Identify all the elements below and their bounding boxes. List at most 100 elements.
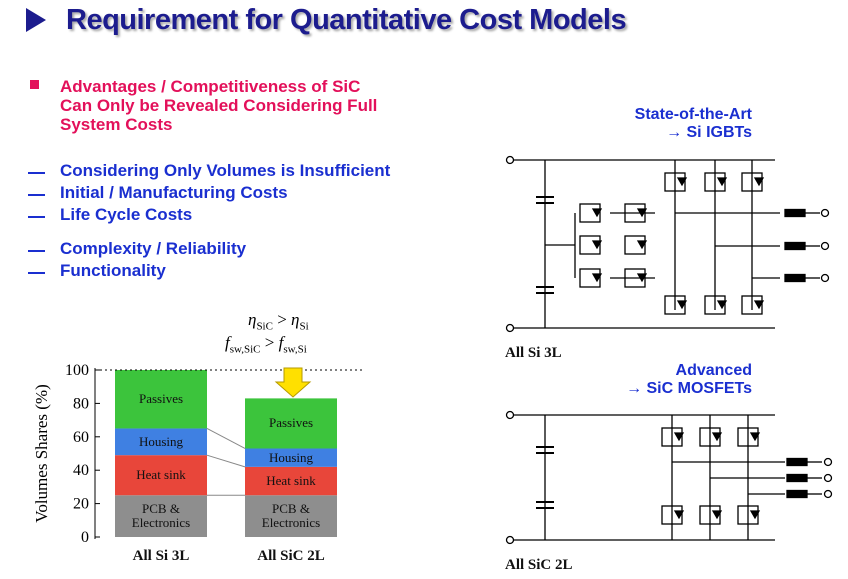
- sym: f: [225, 333, 230, 352]
- segment-label: PCB & Electronics: [131, 501, 191, 531]
- sub: sw,Si: [283, 343, 307, 356]
- item: Complexity / Reliability: [60, 239, 247, 258]
- diode: [591, 273, 603, 283]
- switch: [661, 505, 683, 525]
- terminal: [823, 457, 833, 467]
- switch: [579, 268, 601, 288]
- circuit-label: All Si 3L: [505, 345, 562, 361]
- terminal: [823, 473, 833, 483]
- y-tick-label: 0: [81, 529, 89, 546]
- sym: f: [278, 333, 284, 352]
- item: Considering Only Volumes is Insufficient: [60, 161, 391, 180]
- segment-label: PCB & Electronics: [261, 501, 321, 531]
- item: Functionality: [60, 261, 166, 280]
- diode: [753, 300, 765, 310]
- switch: [741, 172, 763, 192]
- terminal: [820, 241, 830, 251]
- line: System Costs: [60, 115, 173, 134]
- switch: [661, 427, 683, 447]
- x-tick-label: All SiC 2L: [257, 548, 325, 564]
- inductor: [786, 473, 808, 483]
- diode: [711, 432, 723, 442]
- item: Initial / Manufacturing Costs: [60, 183, 288, 202]
- diode: [673, 510, 685, 520]
- dash: [28, 194, 45, 196]
- bar-segment: [115, 428, 207, 456]
- inductor: [786, 457, 808, 467]
- formula: fsw,SiC > fsw,Si: [225, 333, 307, 355]
- terminal: [505, 535, 515, 545]
- switch: [699, 427, 721, 447]
- segment-label: Heat sink: [136, 467, 186, 483]
- inductor: [784, 273, 806, 283]
- diode: [749, 510, 761, 520]
- diode: [591, 208, 603, 218]
- title: Requirement for Quantitative Cost Models: [66, 4, 627, 36]
- diode: [711, 510, 723, 520]
- op: >: [264, 333, 275, 352]
- terminal: [820, 273, 830, 283]
- line: → SiC MOSFETs: [626, 380, 752, 397]
- connector: [206, 454, 246, 468]
- y-tick-label: 40: [73, 462, 89, 479]
- segment-label: Passives: [138, 391, 184, 407]
- switch: [664, 295, 686, 315]
- main-bullet: Advantages / Competitiveness of SiC Can …: [60, 77, 377, 134]
- circuit-heading: State-of-the-Art → Si IGBTs: [635, 106, 752, 142]
- terminal: [823, 489, 833, 499]
- switch: [741, 295, 763, 315]
- diode: [753, 177, 765, 187]
- bar-segment: [245, 495, 337, 537]
- formula: ηSiC > ηSi: [248, 310, 309, 332]
- y-tick-label: 100: [65, 362, 89, 379]
- switch: [664, 172, 686, 192]
- sub: sw,SiC: [229, 343, 261, 356]
- switch: [737, 505, 759, 525]
- dash: [28, 272, 45, 274]
- item: Life Cycle Costs: [60, 205, 193, 224]
- switch: [579, 203, 601, 223]
- switch: [704, 295, 726, 315]
- terminal: [505, 155, 515, 165]
- reduction-arrow: [274, 367, 312, 398]
- diode: [716, 300, 728, 310]
- bar-segment: [245, 466, 337, 496]
- terminal: [505, 410, 515, 420]
- sym: η: [248, 310, 257, 329]
- segment-label: Housing: [138, 433, 184, 449]
- bar-segment: [115, 455, 207, 496]
- y-axis-label: Volumes Shares (%): [32, 384, 51, 523]
- diode: [716, 177, 728, 187]
- y-tick-label: 80: [73, 395, 89, 412]
- bar-segment: [115, 370, 207, 429]
- diode: [591, 240, 603, 250]
- line: → Si IGBTs: [666, 124, 752, 141]
- switch: [624, 235, 646, 255]
- segment-label: Housing: [268, 449, 314, 465]
- diode: [676, 300, 688, 310]
- bar-segment: [245, 398, 337, 449]
- title-arrow: [26, 8, 46, 32]
- dash: [28, 172, 45, 174]
- y-tick-label: 20: [73, 496, 89, 513]
- circuits: [505, 155, 833, 545]
- x-tick-label: All Si 3L: [132, 548, 190, 564]
- chart: 0 20 40 60 80 100 Volumes Shares (%): [32, 362, 365, 546]
- circuit-label: All SiC 2L: [505, 557, 573, 573]
- line: Can Only be Revealed Considering Full: [60, 96, 378, 115]
- diode: [673, 432, 685, 442]
- inductor: [784, 241, 806, 251]
- line: State-of-the-Art: [634, 106, 752, 123]
- sub: SiC: [256, 320, 273, 333]
- diode: [676, 177, 688, 187]
- line: Advanced: [675, 362, 752, 379]
- inductor: [786, 489, 808, 499]
- segment-label: Passives: [268, 415, 314, 431]
- bar-segment: [115, 495, 207, 537]
- segment-label: Heat sink: [266, 473, 316, 489]
- line: Advantages / Competitiveness of SiC: [60, 77, 361, 96]
- diode: [636, 240, 648, 250]
- y-tick-label: 60: [73, 429, 89, 446]
